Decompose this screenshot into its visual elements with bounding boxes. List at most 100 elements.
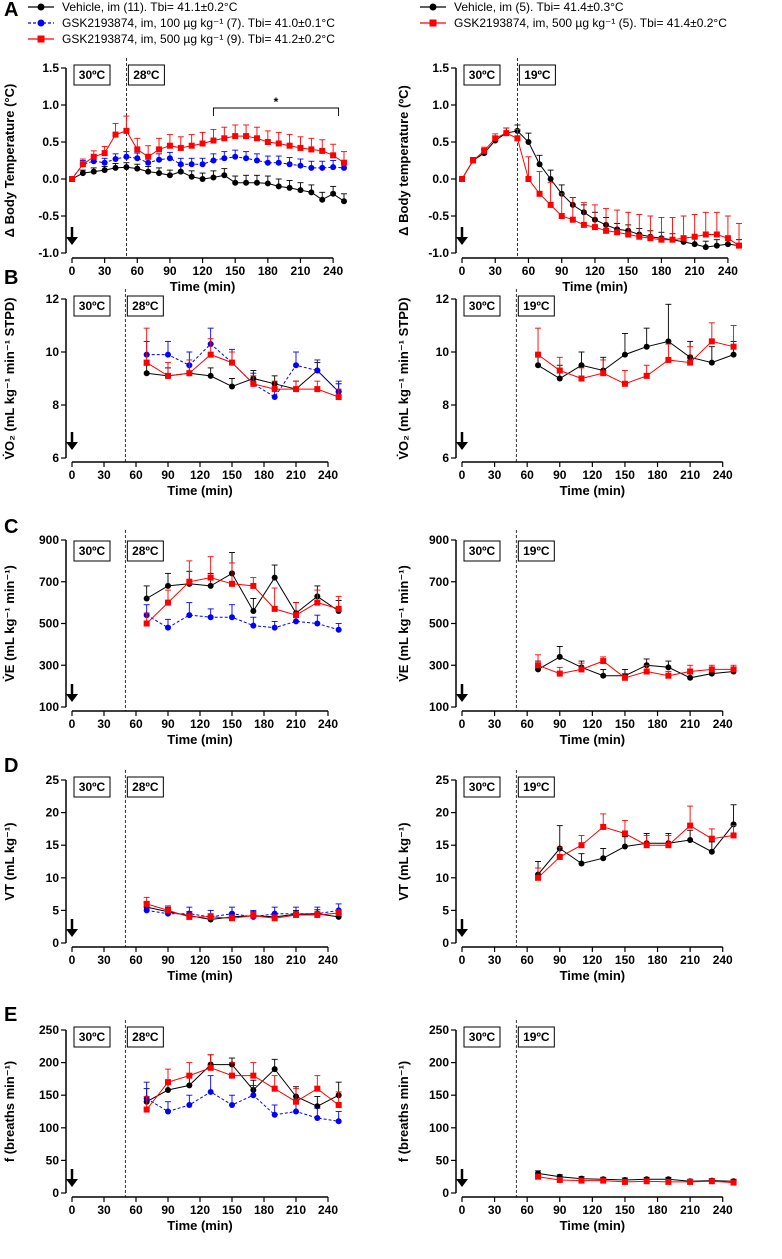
data-point xyxy=(101,167,108,174)
data-point xyxy=(165,907,171,914)
x-axis-label: Time (min) xyxy=(560,1218,626,1233)
data-point xyxy=(335,910,342,917)
y-tick-label: 0 xyxy=(442,1186,449,1200)
x-tick-label: 90 xyxy=(553,1203,567,1217)
series-line xyxy=(537,824,734,879)
x-tick-label: 60 xyxy=(520,1203,534,1217)
series-line xyxy=(146,577,339,624)
injection-arrow-head xyxy=(66,929,78,937)
legend-label: Vehicle, im (11). Tbi= 41.1±0.2°C xyxy=(62,0,238,14)
data-point xyxy=(207,1088,214,1095)
data-point xyxy=(188,142,195,149)
data-point xyxy=(293,362,299,369)
x-tick-label: 90 xyxy=(161,953,175,967)
data-point xyxy=(165,372,171,379)
x-tick-label: 120 xyxy=(190,468,210,482)
series-line xyxy=(146,906,339,921)
data-point xyxy=(297,144,304,151)
data-point xyxy=(271,624,278,631)
y-tick-label: 20 xyxy=(436,806,450,820)
temp-start-label: 30ºC xyxy=(469,544,496,558)
data-point xyxy=(643,842,650,849)
data-point xyxy=(253,179,260,186)
data-point xyxy=(271,574,278,581)
series-line xyxy=(537,1172,734,1182)
data-point xyxy=(536,161,543,168)
data-point xyxy=(614,229,621,236)
data-point xyxy=(165,1079,171,1086)
y-tick-label: 12 xyxy=(46,292,60,306)
legend-label: GSK2193874, im, 500 µg kg⁻¹ (9). Tbi= 41… xyxy=(62,32,335,46)
y-axis-label: V̇O₂ (mL kg⁻¹ min⁻¹ STPD) xyxy=(2,297,17,459)
data-point xyxy=(665,842,672,849)
data-point xyxy=(736,242,742,249)
x-tick-label: 90 xyxy=(555,264,569,278)
data-point xyxy=(335,1118,342,1125)
data-point xyxy=(708,835,715,842)
y-tick-label: 900 xyxy=(39,533,59,547)
x-tick-label: 0 xyxy=(459,264,466,278)
x-tick-label: 150 xyxy=(222,717,242,731)
data-point xyxy=(229,359,235,366)
data-point xyxy=(536,190,543,197)
data-point xyxy=(177,144,184,151)
data-point xyxy=(600,1177,607,1184)
legend-left: Vehicle, im (11). Tbi= 41.1±0.2°C GSK2193… xyxy=(28,0,335,46)
x-tick-label: 60 xyxy=(520,953,534,967)
data-point xyxy=(165,1086,171,1093)
data-point xyxy=(558,213,565,219)
data-point xyxy=(556,853,563,860)
x-tick-label: 210 xyxy=(685,264,705,278)
data-point xyxy=(730,351,737,358)
injection-arrow-head xyxy=(66,694,78,702)
data-point xyxy=(341,198,347,205)
data-point xyxy=(79,161,86,168)
data-point xyxy=(335,394,342,401)
y-axis-label: V̇E (mL kg⁻¹ min⁻¹) xyxy=(396,565,411,682)
data-point xyxy=(625,231,632,238)
legend-marker xyxy=(37,19,45,27)
series-gsk2193874-500 xyxy=(535,805,737,881)
data-point xyxy=(621,380,628,387)
y-axis-label: VT (mL kg⁻¹) xyxy=(2,822,17,900)
legend-right: Vehicle, im (5). Tbi= 41.4±0.3°C GSK21938… xyxy=(420,0,727,30)
data-point xyxy=(243,179,250,186)
temp-start-box xyxy=(73,295,111,317)
data-point xyxy=(112,156,119,163)
x-tick-label: 90 xyxy=(161,1203,175,1217)
temp-end-label: 19ºC xyxy=(523,544,550,558)
y-tick-label: 150 xyxy=(39,1088,59,1102)
data-point xyxy=(708,338,715,345)
y-tick-label: 700 xyxy=(39,575,59,589)
data-point xyxy=(229,1072,235,1079)
y-tick-label: 5 xyxy=(442,903,449,917)
data-point xyxy=(186,913,193,920)
x-tick-label: 120 xyxy=(190,953,210,967)
temp-end-label: 19ºC xyxy=(524,68,551,82)
data-point xyxy=(221,172,228,179)
data-point xyxy=(680,235,687,242)
x-tick-label: 240 xyxy=(318,953,338,967)
y-tick-label: 100 xyxy=(39,1121,59,1135)
x-tick-label: 0 xyxy=(459,953,466,967)
data-point xyxy=(232,153,239,160)
data-point xyxy=(293,1108,299,1115)
data-point xyxy=(708,848,715,855)
data-point xyxy=(636,233,643,240)
data-point xyxy=(207,614,214,621)
x-tick-label: 120 xyxy=(582,717,602,731)
x-axis-label: Time (min) xyxy=(170,279,236,294)
x-tick-label: 180 xyxy=(648,953,668,967)
x-tick-label: 180 xyxy=(254,717,274,731)
data-point xyxy=(314,1085,321,1092)
x-tick-label: 60 xyxy=(520,717,534,731)
data-point xyxy=(708,1178,715,1185)
data-point xyxy=(143,907,150,914)
y-tick-label: 25 xyxy=(46,773,60,787)
x-tick-label: 180 xyxy=(648,1203,668,1217)
data-point xyxy=(293,618,299,625)
data-point xyxy=(186,1082,193,1089)
x-tick-label: 0 xyxy=(69,264,76,278)
